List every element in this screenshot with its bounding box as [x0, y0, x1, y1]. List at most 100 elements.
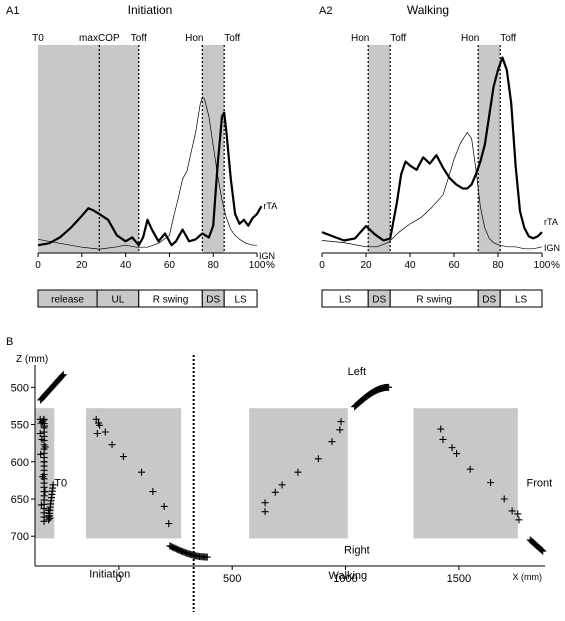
event-label-3: Hon	[185, 33, 203, 44]
phase-bar-a2: LS DS R swing DS LS	[321, 289, 543, 308]
marker-28	[261, 508, 269, 516]
x-tick-label-3: 60	[164, 260, 176, 271]
x-tick-label-2: 1000	[333, 573, 357, 585]
shaded-interval-0	[38, 45, 139, 253]
annotation-right: Right	[344, 545, 370, 557]
marker-19	[93, 429, 101, 437]
x-tick-label-1: 500	[223, 573, 241, 585]
event-label-0: Hon	[351, 33, 369, 44]
panel-a1-title: Initiation	[128, 3, 173, 17]
shaded-interval-1	[478, 45, 501, 253]
marker-16	[92, 415, 100, 423]
marker-5	[36, 429, 44, 437]
x-tick-label-3: 1500	[447, 573, 471, 585]
annotation-left: Left	[348, 366, 366, 378]
y-tick-label-0: 500	[11, 382, 29, 394]
marker-18	[96, 421, 104, 429]
marker-25	[160, 502, 168, 510]
annotation-walking: Walking	[328, 570, 367, 582]
shaded-box-0	[35, 408, 55, 539]
panel-a1-label: A1	[6, 5, 19, 17]
marker-44	[514, 510, 522, 518]
panel-a2: A2 Walking Hon Toff Hon Toff 0 20 40 60 80 100 % rT…	[319, 3, 560, 308]
marker-8	[37, 450, 45, 458]
series-ign-line	[321, 132, 543, 250]
x-tick-label-3: 60	[448, 260, 460, 271]
sequence-1-marker-24	[40, 517, 48, 525]
event-label-3: Toff	[500, 33, 516, 44]
x-tick-label-4: 80	[492, 260, 504, 271]
chart-b: Z (mm) 500 550 600 650 700 0 500 1000 1500 X (mm) L…	[11, 354, 552, 612]
panel-a1: A1 Initiation T0 maxCOP Toff Hon Toff 0 20 40 60…	[6, 3, 277, 308]
y-tick-label-4: 700	[11, 531, 29, 543]
marker-40	[466, 465, 474, 473]
marker-22	[119, 453, 127, 461]
marker-24	[149, 488, 157, 496]
event-label-2: Toff	[131, 33, 147, 44]
shaded-box-3	[413, 408, 518, 539]
phase-label-4: LS	[515, 295, 528, 306]
phase-label-3: DS	[206, 295, 220, 306]
panel-b-label: B	[6, 336, 13, 348]
x-tick-label-2: 40	[404, 260, 416, 271]
x-axis-label: %	[551, 260, 560, 271]
y-axis-label: Z (mm)	[16, 354, 48, 365]
phase-label-0: LS	[339, 295, 352, 306]
marker-20	[101, 428, 109, 436]
panel-a2-title: Walking	[407, 3, 449, 17]
phase-label-1: DS	[372, 295, 386, 306]
series-label-rta: rTA	[263, 201, 277, 211]
phase-label-3: DS	[482, 295, 496, 306]
y-tick-label-2: 600	[11, 457, 29, 469]
marker-35	[337, 418, 345, 426]
phase-label-2: R swing	[416, 295, 452, 306]
shaded-box-2	[249, 408, 348, 539]
x-tick-label-0: 0	[116, 573, 122, 585]
marker-42	[500, 495, 508, 503]
marker-43	[508, 507, 516, 515]
x-tick-label-4: 80	[208, 260, 220, 271]
x-tick-label-5: 100	[534, 260, 551, 271]
marker-37	[439, 435, 447, 443]
x-tick-label-2: 40	[120, 260, 132, 271]
x-tick-label-0: 0	[319, 260, 325, 271]
marker-23	[138, 468, 146, 476]
series-label-rta: rTA	[544, 217, 558, 227]
marker-27	[261, 499, 269, 507]
marker-32	[314, 455, 322, 463]
x-axis-label: X (mm)	[513, 572, 543, 582]
phase-label-0: release	[51, 295, 84, 306]
shaded-interval-0	[368, 45, 391, 253]
series-ign-line	[37, 96, 257, 250]
sequence-4-marker-34	[385, 383, 393, 391]
marker-33	[328, 438, 336, 446]
marker-39	[453, 450, 461, 458]
annotation-t0: T0	[54, 478, 67, 490]
chart-a1: T0 maxCOP Toff Hon Toff 0 20 40 60 80 100 % rTA IGN	[32, 33, 277, 271]
shaded-interval-1	[202, 45, 225, 253]
marker-30	[278, 481, 286, 489]
sequence-0-marker-24	[59, 371, 67, 379]
phase-label-1: UL	[112, 295, 125, 306]
event-label-0: T0	[32, 33, 44, 44]
phase-label-4: LS	[235, 295, 248, 306]
sequence-5-marker-12	[538, 546, 546, 554]
marker-45	[515, 516, 523, 524]
series-rta-line	[321, 56, 543, 242]
series-rta-line	[37, 111, 263, 247]
series-label-ign: IGN	[259, 251, 275, 261]
y-tick-label-1: 550	[11, 420, 29, 432]
x-tick-label-1: 20	[360, 260, 372, 271]
marker-38	[448, 444, 456, 452]
shaded-box-1	[86, 408, 182, 539]
panel-a2-label: A2	[319, 5, 332, 17]
x-tick-label-5: 100	[249, 260, 266, 271]
marker-36	[437, 425, 445, 433]
event-label-1: Toff	[390, 33, 406, 44]
annotation-initiation: Initiation	[89, 568, 130, 580]
series-label-ign: IGN	[544, 243, 560, 253]
event-label-2: Hon	[461, 33, 479, 44]
marker-26	[165, 520, 173, 528]
y-tick-label-3: 650	[11, 494, 29, 506]
marker-41	[487, 479, 495, 487]
